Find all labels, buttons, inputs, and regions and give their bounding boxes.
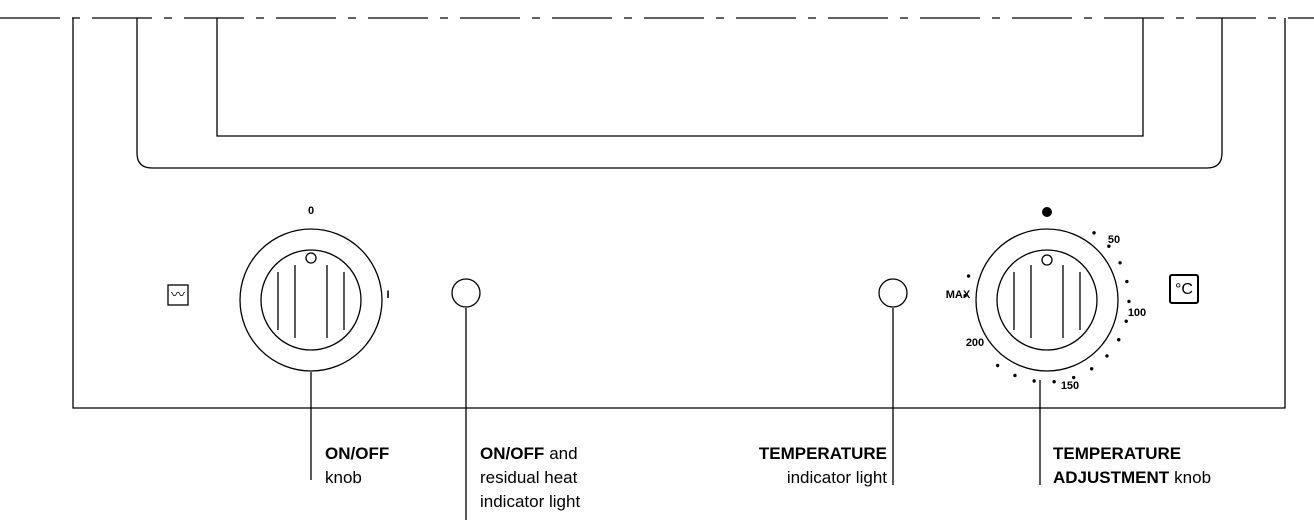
dial-mark: 50 (1108, 234, 1120, 246)
callout-text: indicator light (787, 468, 887, 487)
dial-mark: 200 (966, 337, 984, 349)
scale-dot (1125, 279, 1129, 284)
indicator-light (878, 278, 908, 308)
callout-text: ADJUSTMENT (1053, 468, 1170, 487)
dial-mark: MAX (946, 289, 971, 301)
scale-dot (1089, 367, 1094, 371)
callout-text: indicator light (480, 492, 580, 511)
scale-dot (963, 294, 967, 298)
dial-mark: I (386, 289, 389, 301)
scale-dot (1127, 299, 1131, 304)
temp-icon: °C (1175, 281, 1193, 298)
scale-dot (1118, 261, 1122, 265)
panel-outline (72, 18, 1286, 409)
dial-mark: 0 (308, 205, 314, 217)
scale-dot (1107, 244, 1111, 248)
scale-dot (1092, 231, 1096, 235)
off-dot (1042, 207, 1052, 217)
callout-text: knob (325, 468, 362, 487)
scale-dot (995, 363, 1000, 368)
scale-dots (963, 231, 1131, 384)
on-off-knob[interactable] (239, 228, 383, 372)
door-window (216, 18, 1144, 137)
scale-dot (966, 274, 971, 278)
scale-dot (1032, 379, 1036, 383)
scale-dot (1013, 373, 1017, 378)
callout-text: residual heat (480, 468, 578, 487)
scale-dot (1117, 338, 1121, 342)
scale-dot (1105, 354, 1109, 358)
callout: TEMPERATURE ADJUSTMENT knob (1053, 444, 1211, 487)
callout-text: and (549, 444, 577, 463)
icon-box (167, 284, 189, 306)
heat-icon: 〰 (171, 287, 185, 303)
callout-text: TEMPERATURE (1053, 444, 1181, 463)
callout: ON/OFF and residual heat indicator light (480, 444, 580, 511)
dial-mark: 150 (1061, 380, 1079, 392)
indicator-light (451, 278, 481, 308)
callout-text: knob (1174, 468, 1211, 487)
dial-mark: 100 (1128, 307, 1146, 319)
callout: TEMPERATURE indicator light (759, 444, 887, 487)
scale-dot (1071, 375, 1076, 380)
scale-dot (1124, 319, 1128, 323)
callout-text: ON/OFF (325, 444, 389, 463)
callout-text: ON/OFF (480, 444, 544, 463)
callout: ON/OFF knob (325, 444, 389, 487)
door-frame (136, 18, 1223, 169)
icon-box (1169, 274, 1199, 304)
scale-dot (1052, 379, 1056, 384)
temperature-knob[interactable] (975, 228, 1119, 372)
callout-text: TEMPERATURE (759, 444, 887, 463)
